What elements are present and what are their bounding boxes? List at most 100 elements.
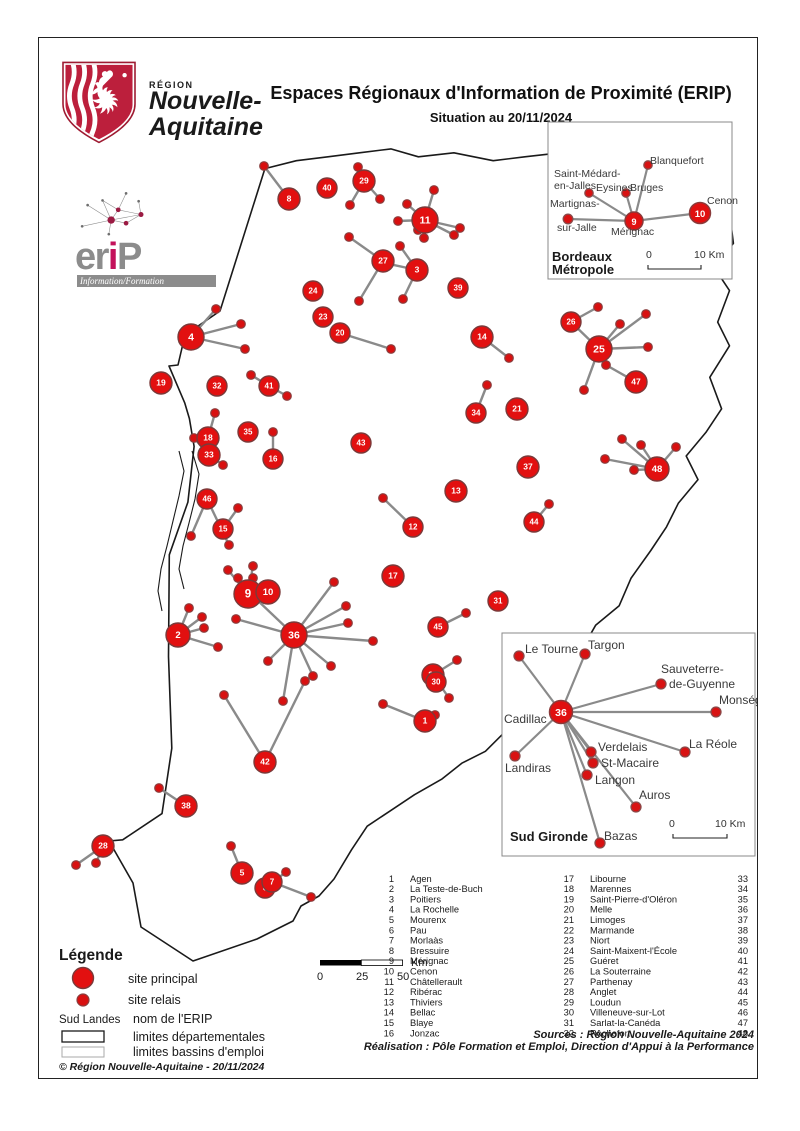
svg-text:Poitiers: Poitiers [410, 894, 441, 904]
svg-text:Marmande: Marmande [590, 925, 634, 935]
svg-text:© Région Nouvelle-Aquitaine -: © Région Nouvelle-Aquitaine - 20/11/2024 [59, 1061, 265, 1073]
svg-text:5: 5 [240, 868, 245, 878]
svg-text:34: 34 [738, 884, 748, 894]
svg-text:Légende: Légende [59, 947, 123, 964]
svg-text:39: 39 [738, 936, 748, 946]
svg-text:48: 48 [652, 464, 663, 475]
svg-text:24: 24 [309, 287, 318, 296]
svg-text:Cenon: Cenon [707, 195, 738, 207]
svg-text:14: 14 [384, 1008, 394, 1018]
svg-text:37: 37 [738, 915, 748, 925]
svg-text:Thiviers: Thiviers [410, 997, 443, 1007]
svg-text:Targon: Targon [588, 638, 625, 652]
svg-text:30: 30 [564, 1008, 574, 1018]
svg-text:8: 8 [287, 194, 292, 204]
svg-text:10 Km: 10 Km [694, 249, 725, 261]
svg-text:29: 29 [359, 176, 369, 186]
svg-text:43: 43 [357, 439, 366, 448]
svg-text:5: 5 [389, 915, 394, 925]
svg-text:en-Jalles: en-Jalles [554, 180, 596, 192]
svg-text:47: 47 [631, 377, 641, 387]
svg-text:2: 2 [389, 884, 394, 894]
svg-text:20: 20 [336, 329, 345, 338]
svg-text:41: 41 [738, 956, 748, 966]
svg-text:Saint-Médard-: Saint-Médard- [554, 168, 621, 180]
svg-text:Marennes: Marennes [590, 884, 632, 894]
svg-text:St-Macaire: St-Macaire [601, 756, 659, 770]
svg-text:3: 3 [389, 894, 394, 904]
svg-text:limites bassins d'emploi: limites bassins d'emploi [133, 1045, 264, 1059]
svg-text:7: 7 [389, 936, 394, 946]
svg-text:Sources : Région Nouvelle-Aqui: Sources : Région Nouvelle-Aquitaine 2024 [533, 1029, 754, 1041]
svg-text:12: 12 [384, 987, 394, 997]
svg-text:Agen: Agen [410, 874, 432, 884]
svg-text:31: 31 [494, 597, 503, 606]
svg-text:Mérignac: Mérignac [611, 226, 654, 238]
svg-text:17: 17 [564, 874, 574, 884]
svg-text:11: 11 [419, 214, 430, 226]
svg-text:Bazas: Bazas [604, 829, 637, 843]
svg-text:19: 19 [156, 378, 166, 388]
svg-text:limites départementales: limites départementales [133, 1030, 265, 1044]
svg-text:36: 36 [288, 629, 300, 641]
svg-text:21: 21 [564, 915, 574, 925]
svg-text:6: 6 [389, 925, 394, 935]
svg-text:Pau: Pau [410, 925, 427, 935]
svg-text:sur-Jalle: sur-Jalle [557, 222, 597, 234]
svg-text:Mourenx: Mourenx [410, 915, 447, 925]
svg-text:16: 16 [384, 1028, 394, 1038]
svg-text:La Souterraine: La Souterraine [590, 967, 651, 977]
svg-text:22: 22 [564, 925, 574, 935]
svg-text:27: 27 [378, 256, 388, 266]
svg-text:37: 37 [523, 462, 533, 472]
svg-text:2: 2 [175, 630, 180, 641]
svg-text:26: 26 [564, 967, 574, 977]
svg-text:Saint-Maixent-l'École: Saint-Maixent-l'École [590, 946, 677, 956]
svg-text:Libourne: Libourne [590, 874, 626, 884]
svg-text:9: 9 [389, 956, 394, 966]
svg-text:20: 20 [564, 905, 574, 915]
svg-text:Réalisation : Pôle Formation e: Réalisation : Pôle Formation et Emploi, … [364, 1041, 754, 1053]
svg-text:Eysines: Eysines [596, 182, 633, 194]
svg-text:site relais: site relais [128, 993, 181, 1007]
svg-text:44: 44 [530, 518, 539, 527]
svg-text:La Rochelle: La Rochelle [410, 905, 459, 915]
svg-text:39: 39 [454, 284, 463, 293]
svg-text:25: 25 [564, 956, 574, 966]
svg-text:Cadillac: Cadillac [504, 712, 547, 726]
svg-text:Bellac: Bellac [410, 1008, 436, 1018]
svg-text:36: 36 [555, 707, 567, 719]
svg-text:Saint-Pierre-d'Oléron: Saint-Pierre-d'Oléron [590, 894, 677, 904]
svg-text:43: 43 [738, 977, 748, 987]
svg-text:Landiras: Landiras [505, 761, 551, 775]
svg-text:18: 18 [564, 884, 574, 894]
svg-text:14: 14 [477, 332, 487, 342]
svg-text:4: 4 [188, 331, 194, 343]
svg-text:Auros: Auros [639, 788, 670, 802]
svg-text:26: 26 [567, 318, 576, 327]
svg-text:de-Guyenne: de-Guyenne [669, 677, 735, 691]
svg-text:40: 40 [738, 946, 748, 956]
svg-text:site principal: site principal [128, 972, 197, 986]
svg-text:23: 23 [319, 313, 328, 322]
svg-text:0: 0 [669, 818, 675, 830]
svg-text:15: 15 [219, 525, 228, 534]
svg-text:19: 19 [564, 894, 574, 904]
svg-text:Sud Landes: Sud Landes [59, 1014, 121, 1026]
svg-text:Anglet: Anglet [590, 987, 617, 997]
svg-text:nom de l'ERIP: nom de l'ERIP [133, 1012, 213, 1026]
svg-text:38: 38 [738, 925, 748, 935]
svg-text:23: 23 [564, 936, 574, 946]
svg-text:45: 45 [434, 623, 443, 632]
svg-text:35: 35 [738, 894, 748, 904]
svg-text:Châtellerault: Châtellerault [410, 977, 463, 987]
svg-text:8: 8 [389, 946, 394, 956]
svg-text:35: 35 [244, 428, 253, 437]
svg-text:Martignas-: Martignas- [550, 198, 600, 210]
svg-text:Sarlat-la-Canéda: Sarlat-la-Canéda [590, 1018, 661, 1028]
svg-text:Blaye: Blaye [410, 1018, 433, 1028]
svg-text:Niort: Niort [590, 936, 610, 946]
svg-text:La Réole: La Réole [689, 737, 737, 751]
svg-text:44: 44 [738, 987, 748, 997]
svg-text:25: 25 [356, 971, 368, 983]
